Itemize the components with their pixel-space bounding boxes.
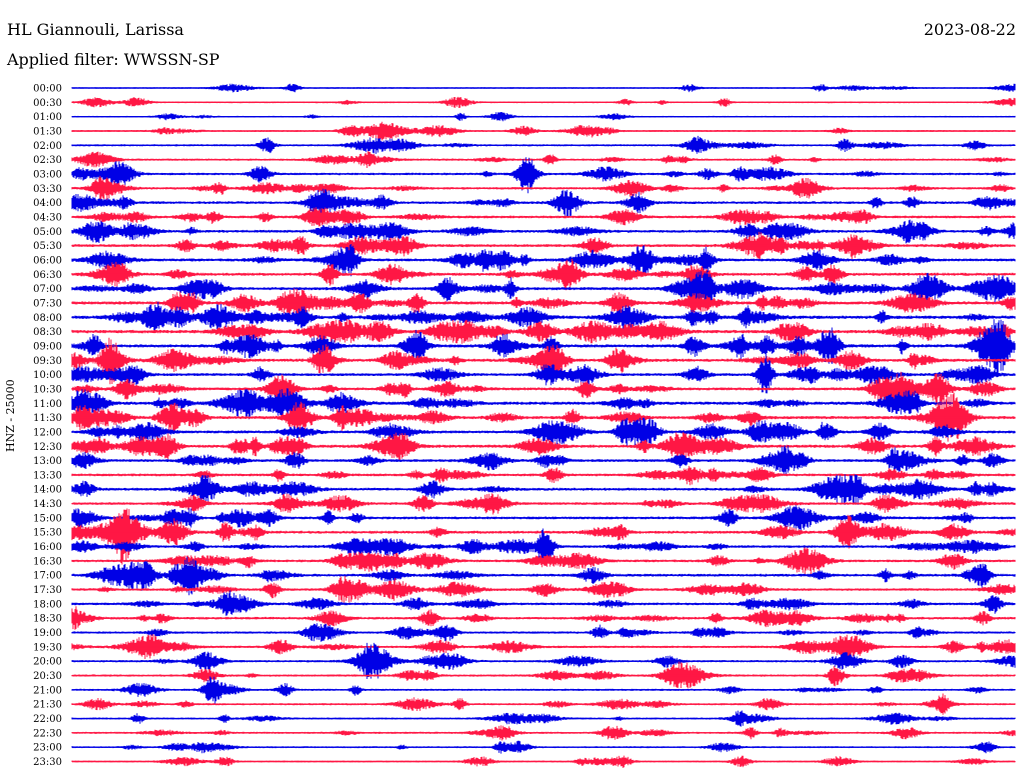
time-tick-label: 04:00 [33, 198, 62, 209]
time-tick-label: 17:00 [33, 571, 62, 582]
time-tick-label: 15:00 [33, 513, 62, 524]
time-tick-label: 05:00 [33, 227, 62, 238]
time-tick-label: 09:30 [33, 356, 62, 367]
time-tick-label: 10:30 [33, 384, 62, 395]
time-tick-label: 08:00 [33, 313, 62, 324]
date-label: 2023-08-22 [923, 20, 1016, 39]
time-tick-label: 14:30 [33, 499, 62, 510]
time-tick-label: 03:00 [33, 169, 62, 180]
time-tick-label: 14:00 [33, 485, 62, 496]
time-tick-label: 13:00 [33, 456, 62, 467]
time-tick-label: 02:30 [33, 155, 62, 166]
time-tick-label: 21:00 [33, 685, 62, 696]
station-title: HL Giannouli, Larissa [7, 20, 184, 39]
time-tick-label: 05:30 [33, 241, 62, 252]
time-tick-label: 12:00 [33, 427, 62, 438]
time-tick-label: 01:00 [33, 112, 62, 123]
time-tick-label: 06:00 [33, 255, 62, 266]
time-tick-label: 21:30 [33, 700, 62, 711]
time-tick-label: 04:30 [33, 212, 62, 223]
time-tick-label: 01:30 [33, 126, 62, 137]
time-tick-label: 10:00 [33, 370, 62, 381]
time-tick-label: 00:30 [33, 98, 62, 109]
time-tick-label: 19:00 [33, 628, 62, 639]
time-tick-label: 22:30 [33, 728, 62, 739]
time-tick-label: 08:30 [33, 327, 62, 338]
time-tick-label: 11:30 [33, 413, 62, 424]
time-tick-label: 23:30 [33, 757, 62, 768]
time-tick-label: 11:00 [33, 399, 62, 410]
time-tick-label: 09:00 [33, 341, 62, 352]
time-tick-label: 23:00 [33, 743, 62, 754]
time-tick-label: 19:30 [33, 642, 62, 653]
time-tick-label: 15:30 [33, 528, 62, 539]
time-tick-label: 07:00 [33, 284, 62, 295]
time-tick-label: 13:30 [33, 470, 62, 481]
time-tick-label: 17:30 [33, 585, 62, 596]
time-tick-label: 16:00 [33, 542, 62, 553]
time-tick-label: 03:30 [33, 184, 62, 195]
time-tick-label: 02:00 [33, 141, 62, 152]
time-tick-label: 18:00 [33, 599, 62, 610]
time-tick-label: 12:30 [33, 442, 62, 453]
time-tick-label: 18:30 [33, 614, 62, 625]
time-tick-label: 16:30 [33, 556, 62, 567]
filter-label: Applied filter: WWSSN-SP [7, 50, 220, 69]
time-tick-label: 07:30 [33, 298, 62, 309]
time-tick-label: 20:30 [33, 671, 62, 682]
time-tick-label: 22:00 [33, 714, 62, 725]
time-tick-label: 06:30 [33, 270, 62, 281]
time-tick-label: 20:00 [33, 657, 62, 668]
time-tick-label: 00:00 [33, 84, 62, 95]
